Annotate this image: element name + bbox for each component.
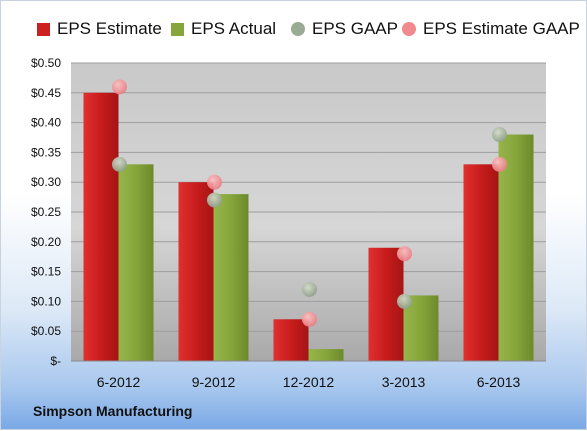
x-tick-label: 9-2012 [192, 374, 236, 390]
y-tick-label: $0.35 [31, 145, 61, 159]
bar-eps-estimate [178, 182, 214, 361]
y-tick-label: $0.30 [31, 175, 61, 189]
marker-eps-gaap [302, 281, 317, 297]
legend-item-eps-estimate-gaap: EPS Estimate GAAP [402, 15, 580, 43]
legend-label-eps-actual: EPS Actual [191, 19, 277, 38]
y-tick-label: $0.40 [31, 116, 61, 130]
marker-eps-gaap [492, 127, 507, 143]
bar-eps-actual [213, 194, 249, 361]
bar-eps-actual [118, 164, 154, 361]
bar-eps-actual [498, 134, 534, 361]
x-tick-label: 3-2013 [382, 374, 426, 390]
y-tick-label: $0.15 [31, 265, 61, 279]
y-tick-label: $0.10 [31, 294, 61, 308]
marker-eps-estimate-gaap [207, 174, 222, 190]
legend-swatch-eps-actual [171, 22, 184, 36]
x-tick-label: 6-2013 [477, 374, 521, 390]
legend-marker-eps-gaap [291, 22, 305, 36]
legend-item-eps-actual: EPS Actual [171, 15, 276, 43]
y-tick-label: $0.50 [31, 56, 61, 70]
legend-item-eps-gaap: EPS GAAP [291, 15, 398, 43]
legend-label-eps-estimate: EPS Estimate [57, 19, 162, 38]
marker-eps-estimate-gaap [492, 156, 507, 172]
y-tick-label: $0.25 [31, 205, 61, 219]
marker-eps-gaap [207, 192, 222, 208]
x-tick-label: 12-2012 [283, 374, 335, 390]
x-tick-label: 6-2012 [97, 374, 141, 390]
marker-eps-gaap [397, 293, 412, 309]
bar-eps-estimate [273, 319, 309, 361]
marker-eps-estimate-gaap [302, 311, 317, 327]
legend: EPS Estimate EPS Actual EPS GAAP EPS Est… [1, 15, 587, 43]
legend-label-eps-estimate-gaap: EPS Estimate GAAP [423, 19, 580, 38]
y-tick-label: $0.20 [31, 235, 61, 249]
legend-label-eps-gaap: EPS GAAP [312, 19, 398, 38]
legend-marker-eps-estimate-gaap [402, 22, 416, 36]
marker-eps-estimate-gaap [397, 246, 412, 262]
company-name: Simpson Manufacturing [33, 403, 193, 419]
marker-eps-estimate-gaap [112, 79, 127, 95]
y-tick-label: $- [50, 354, 61, 368]
legend-swatch-eps-estimate [37, 22, 50, 36]
bar-eps-estimate [83, 92, 119, 362]
y-tick-label: $0.45 [31, 86, 61, 100]
bar-eps-estimate [463, 164, 499, 361]
marker-eps-gaap [112, 156, 127, 172]
bar-eps-actual [308, 349, 344, 361]
y-tick-label: $0.05 [31, 324, 61, 338]
legend-item-eps-estimate: EPS Estimate [37, 15, 162, 43]
